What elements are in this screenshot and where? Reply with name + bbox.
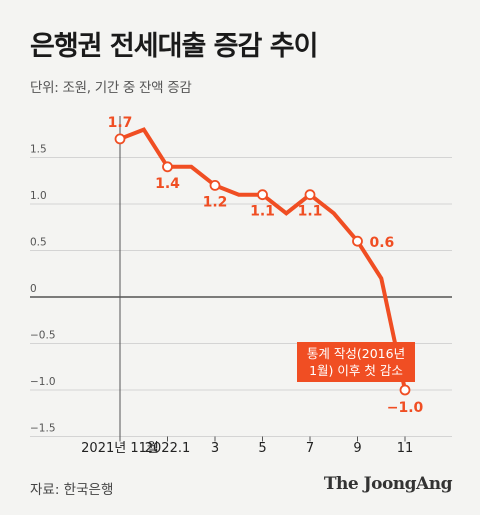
annotation-callout: 통계 작성(2016년 1월) 이후 첫 감소: [297, 342, 415, 382]
unit-subtitle: 단위: 조원, 기간 중 잔액 증감: [30, 80, 192, 96]
data-label: 1.7: [108, 115, 133, 131]
data-point: [114, 133, 126, 145]
data-label: 1.2: [203, 194, 228, 210]
data-point: [257, 189, 268, 201]
brand-logo-text: The JoongAng: [323, 474, 453, 494]
data-point: [352, 235, 363, 247]
page-title: 은행권 전세대출 증감 추이: [30, 31, 318, 62]
data-label: 1.1: [250, 204, 275, 220]
y-tick-label: 1.0: [30, 190, 47, 202]
x-tick-label: 3: [211, 441, 219, 456]
x-tick-label: 2021년 11월: [81, 441, 159, 456]
data-point: [209, 179, 221, 191]
annotation-line-1: 통계 작성(2016년: [307, 346, 405, 361]
x-tick-label: 7: [306, 441, 314, 456]
annotation-box: [297, 342, 415, 382]
data-label: 1.1: [298, 204, 323, 220]
data-point: [162, 161, 173, 173]
data-label: 1.4: [155, 176, 180, 192]
data-point: [399, 384, 411, 396]
y-tick-label: 0.5: [30, 237, 47, 249]
data-label: 0.6: [370, 235, 395, 251]
annotation-line-2: 1월) 이후 첫 감소: [309, 363, 403, 378]
y-tick-label: −1.5: [30, 423, 56, 435]
data-labels: 1.7 1.4 1.2 1.1 1.1 0.6 −1.0: [108, 115, 424, 416]
data-point: [304, 189, 316, 201]
data-points: [114, 133, 411, 396]
x-tick-label: 2022.1: [145, 441, 191, 456]
grid-lines: [30, 116, 452, 437]
y-tick-label: 1.5: [30, 144, 47, 156]
y-tick-label: −1.0: [30, 376, 56, 388]
x-tick-label: 5: [258, 441, 266, 456]
y-tick-label: −0.5: [30, 330, 56, 342]
y-axis-ticks: 1.5 1.0 0.5 0 −0.5 −1.0 −1.5: [30, 144, 56, 435]
y-tick-label: 0: [30, 283, 37, 295]
data-label: −1.0: [387, 400, 424, 416]
x-tick-label: 11: [397, 441, 414, 456]
x-tick-label: 9: [353, 441, 361, 456]
source-note: 자료: 한국은행: [30, 482, 114, 498]
